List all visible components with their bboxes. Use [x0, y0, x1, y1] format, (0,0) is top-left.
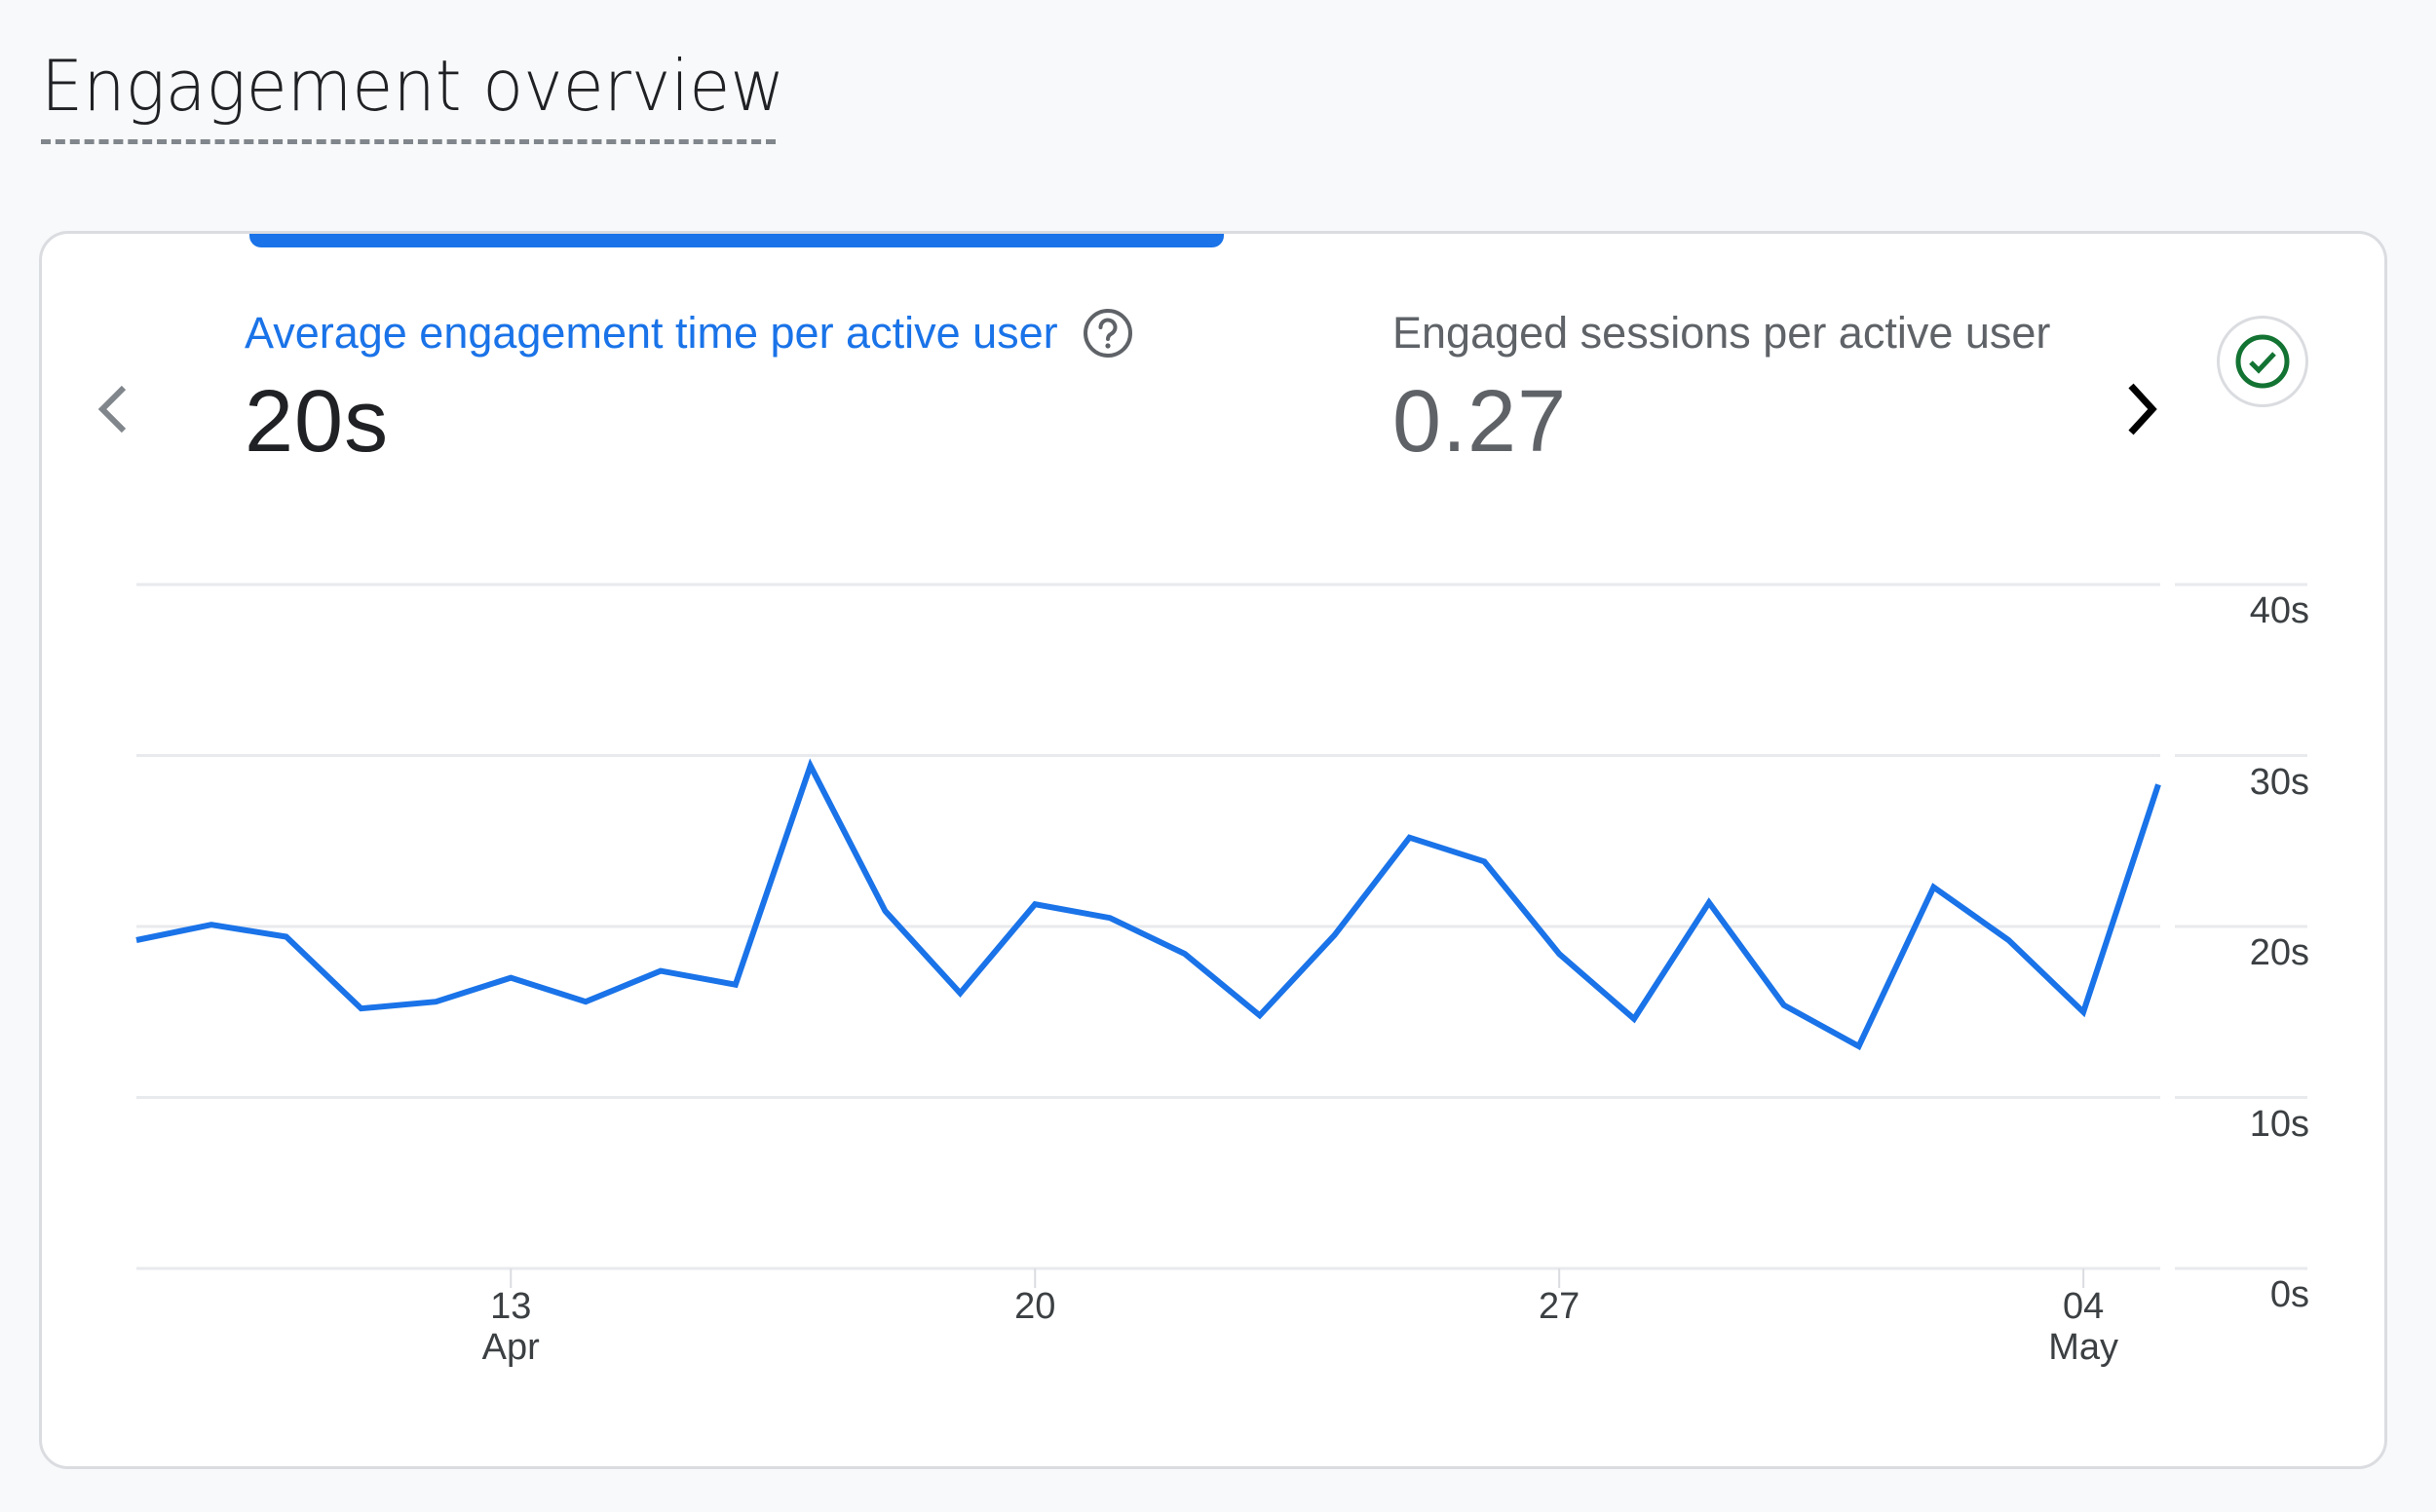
chevron-right-icon [2128, 383, 2157, 435]
metric-tab-engaged-sessions[interactable]: Engaged sessions per active user 0.27 [1392, 302, 2113, 475]
x-tick-label: 13 Apr [481, 1286, 540, 1368]
engagement-card: Average engagement time per active user … [39, 231, 2387, 1469]
metric-value: 20s [245, 373, 390, 471]
previous-metric-button[interactable] [81, 370, 149, 448]
chevron-left-icon [97, 385, 127, 434]
series-line [135, 758, 2161, 1051]
y-tick-label: 40s [2249, 590, 2309, 631]
y-tick-label: 20s [2249, 932, 2309, 973]
next-metric-button[interactable] [2108, 370, 2176, 448]
active-metric-indicator [249, 234, 1224, 247]
x-tick-label: 04 May [2048, 1286, 2119, 1368]
metric-label: Average engagement time per active user [245, 308, 1058, 358]
metric-value: 0.27 [1392, 373, 1568, 471]
x-tick-label: 27 [1539, 1286, 1580, 1327]
check-circle-icon [2235, 334, 2290, 389]
page-title: Engagement overview [41, 45, 785, 127]
y-tick-label: 10s [2249, 1103, 2309, 1145]
y-tick-label: 0s [2269, 1274, 2309, 1315]
metric-tab-avg-engagement-time[interactable]: Average engagement time per active user … [245, 302, 1134, 475]
x-tick-label: 20 [1014, 1286, 1056, 1327]
help-circle-icon[interactable] [1082, 307, 1134, 359]
status-check-button[interactable] [2217, 316, 2308, 407]
title-dashed-underline [41, 139, 776, 144]
y-tick-label: 30s [2249, 761, 2309, 803]
metric-label: Engaged sessions per active user [1392, 308, 2051, 358]
